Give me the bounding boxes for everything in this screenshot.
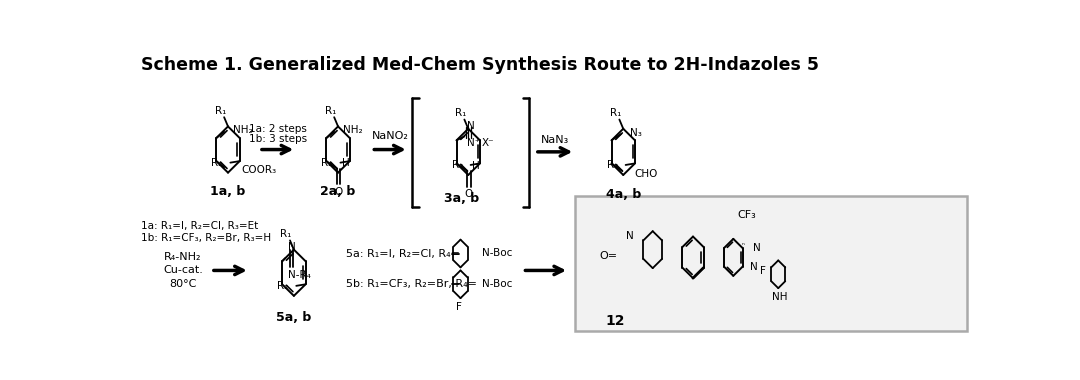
Text: 80°C: 80°C xyxy=(170,279,197,288)
Text: 4a, b: 4a, b xyxy=(606,188,640,201)
Text: F: F xyxy=(760,266,766,276)
Text: R₄-NH₂: R₄-NH₂ xyxy=(164,252,202,262)
Text: O: O xyxy=(464,189,473,199)
Text: F: F xyxy=(456,302,462,312)
Text: R₂: R₂ xyxy=(278,281,288,291)
Text: R₂: R₂ xyxy=(451,160,463,170)
Text: 5a, b: 5a, b xyxy=(276,311,311,324)
Text: R₂: R₂ xyxy=(607,160,618,170)
Text: NaNO₂: NaNO₂ xyxy=(372,131,408,141)
Text: 5b: R₁=CF₃, R₂=Br, R₄=: 5b: R₁=CF₃, R₂=Br, R₄= xyxy=(346,279,476,289)
Text: H: H xyxy=(472,161,480,171)
Text: N₃: N₃ xyxy=(630,128,642,138)
Text: 1a, b: 1a, b xyxy=(211,185,245,198)
Text: NH₂: NH₂ xyxy=(343,125,363,135)
Text: Cu-cat.: Cu-cat. xyxy=(163,266,203,276)
Text: R₁: R₁ xyxy=(455,108,467,118)
Text: R₁: R₁ xyxy=(325,106,336,116)
Text: 1a: R₁=I, R₂=Cl, R₃=Et: 1a: R₁=I, R₂=Cl, R₃=Et xyxy=(141,221,258,231)
Text: N: N xyxy=(753,243,760,253)
Text: 1a: 2 steps: 1a: 2 steps xyxy=(248,124,307,134)
Text: R₂: R₂ xyxy=(322,158,333,168)
Text: 2a, b: 2a, b xyxy=(321,185,355,198)
Text: 3a, b: 3a, b xyxy=(445,192,480,204)
Bar xyxy=(576,196,967,331)
Text: O: O xyxy=(335,187,342,197)
Text: 5a: R₁=I, R₂=Cl, R₄=: 5a: R₁=I, R₂=Cl, R₄= xyxy=(346,249,460,258)
Text: R₁: R₁ xyxy=(281,229,292,239)
Text: N-Boc: N-Boc xyxy=(482,279,513,289)
Text: ₙ: ₙ xyxy=(741,241,744,247)
Text: 1b: R₁=CF₃, R₂=Br, R₃=H: 1b: R₁=CF₃, R₂=Br, R₃=H xyxy=(141,233,271,243)
Text: NH₂: NH₂ xyxy=(233,125,253,135)
Text: Scheme 1. Generalized Med-Chem Synthesis Route to 2H-Indazoles 5: Scheme 1. Generalized Med-Chem Synthesis… xyxy=(141,56,820,74)
Text: CF₃: CF₃ xyxy=(738,210,757,220)
Text: R₂: R₂ xyxy=(212,158,222,168)
Text: H: H xyxy=(342,158,350,168)
Text: N: N xyxy=(468,121,475,131)
Text: O=: O= xyxy=(599,251,617,261)
Text: COOR₃: COOR₃ xyxy=(241,165,276,175)
Text: NaN₃: NaN₃ xyxy=(541,135,569,144)
Text: R₁: R₁ xyxy=(610,108,621,118)
Text: 12: 12 xyxy=(606,314,625,328)
Text: X⁻: X⁻ xyxy=(482,138,494,147)
Text: NH: NH xyxy=(772,292,787,302)
Text: N: N xyxy=(288,242,296,252)
Text: N⁺: N⁺ xyxy=(468,138,481,147)
Text: R₁: R₁ xyxy=(215,106,226,116)
Text: N-R₄: N-R₄ xyxy=(288,270,311,280)
Text: N-Boc: N-Boc xyxy=(482,249,513,258)
Text: 1b: 3 steps: 1b: 3 steps xyxy=(248,134,307,144)
Text: N: N xyxy=(750,261,757,272)
Text: CHO: CHO xyxy=(635,169,658,179)
Text: N: N xyxy=(625,231,633,241)
